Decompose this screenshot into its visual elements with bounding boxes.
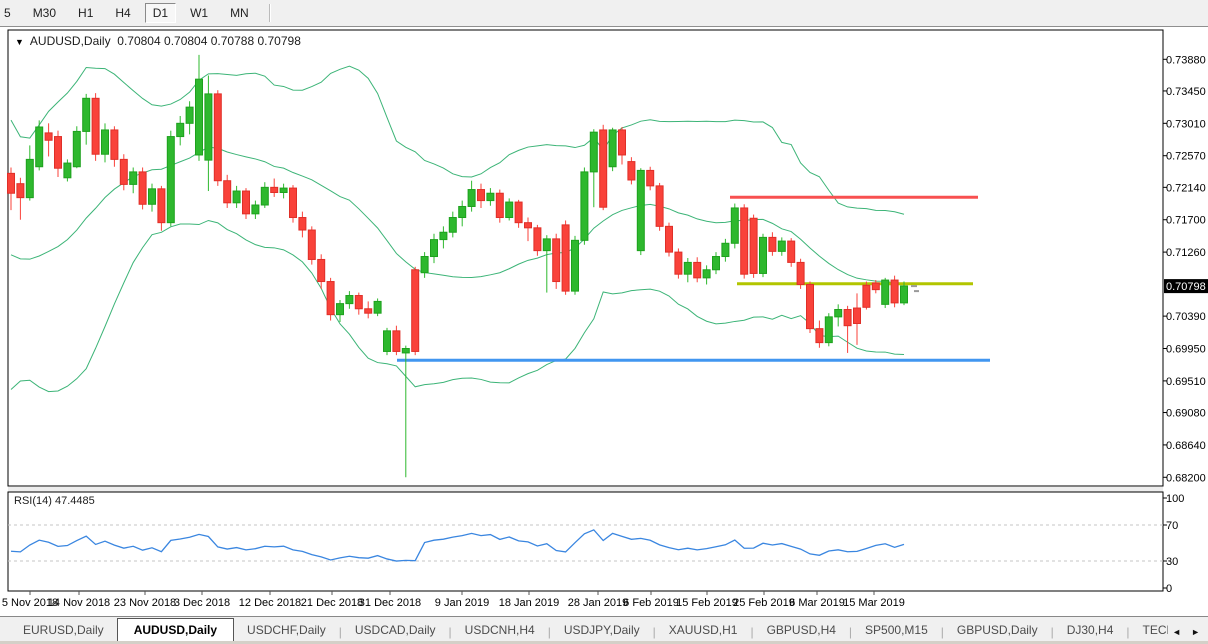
rsi-line xyxy=(10,529,905,562)
toolbar-divider xyxy=(268,4,270,22)
tab-separator: | xyxy=(848,624,853,639)
candles xyxy=(7,54,908,478)
date-axis-label: 6 Feb 2019 xyxy=(623,597,679,609)
price-axis-label: 0.72570 xyxy=(1166,151,1206,163)
chart-window: 0.73880 0.73450 0.73010 0.72570 0.72140 0.717… xyxy=(0,27,1208,617)
symbol-dropdown-icon[interactable]: ▼ xyxy=(15,37,24,47)
chart-tab-usdcad-daily[interactable]: USDCAD,Daily xyxy=(354,623,436,637)
timeframe-button-W1[interactable]: W1 xyxy=(190,6,209,20)
timeframe-button-H1[interactable]: H1 xyxy=(78,6,94,20)
date-axis-label: 25 Feb 2019 xyxy=(733,597,795,609)
tab-separator: | xyxy=(448,624,452,639)
timeframe-button-H4[interactable]: H4 xyxy=(115,6,131,20)
rsi-axis[interactable]: 100 70 30 0 xyxy=(1163,493,1184,595)
pane-frames xyxy=(7,29,1164,592)
date-axis-label: 12 Dec 2018 xyxy=(239,597,301,609)
tab-scroll-left-button[interactable]: ◄ xyxy=(1172,627,1182,637)
high-value: 0.70804 xyxy=(164,34,208,48)
low-value: 0.70788 xyxy=(210,34,255,48)
timeframe-toolbar: 5 M30 H1 H4 D1 W1 MN xyxy=(0,0,1208,27)
close-value: 0.70798 xyxy=(257,34,301,48)
chart-ohlc-header: ▼ AUDUSD,Daily 0.70804 0.70804 0.70788 0.… xyxy=(15,34,301,48)
rsi-axis-label: 0 xyxy=(1166,583,1172,595)
price-axis-label: 0.71260 xyxy=(1166,247,1206,259)
chart-tab-eurusd-daily[interactable]: EURUSD,Daily xyxy=(23,623,104,637)
tab-separator: | xyxy=(940,624,944,639)
bollinger-lower-band xyxy=(10,219,905,393)
date-axis-label: 15 Feb 2019 xyxy=(676,597,738,609)
tab-separator: | xyxy=(1050,624,1054,639)
chart-tab-usdchf-daily[interactable]: USDCHF,Daily xyxy=(247,623,326,637)
date-axis-label: 18 Jan 2019 xyxy=(499,597,560,609)
date-axis-label: 28 Jan 2019 xyxy=(568,597,629,609)
date-axis-label: 23 Nov 2018 xyxy=(114,597,176,609)
timeframe-button-D1[interactable]: D1 xyxy=(144,3,177,23)
chart-tab-gbpusd-daily[interactable]: GBPUSD,Daily xyxy=(956,623,1038,637)
rsi-pane xyxy=(8,524,1163,562)
rsi-axis-label: 30 xyxy=(1166,556,1178,568)
chart-tab-usdjpy-daily[interactable]: USDJPY,Daily xyxy=(563,623,640,637)
price-axis-label: 0.70390 xyxy=(1166,311,1206,323)
rsi-axis-label: 70 xyxy=(1166,520,1178,532)
date-axis-label: 21 Dec 2018 xyxy=(301,597,363,609)
date-axis-label: 9 Jan 2019 xyxy=(435,597,489,609)
price-axis-label: 0.73880 xyxy=(1166,54,1206,66)
date-axis-label: 3 Dec 2018 xyxy=(174,597,230,609)
date-axis-label: 31 Dec 2018 xyxy=(359,597,421,609)
tab-separator: | xyxy=(652,624,656,639)
chart-tab-sp500-m15[interactable]: SP500,M15 xyxy=(865,623,928,637)
chart-tab-xauusd-h1[interactable]: XAUUSD,H1 xyxy=(668,623,738,637)
tab-separator: | xyxy=(750,624,754,639)
chart-tabs: EURUSD,Daily AUDUSD,Daily USDCHF,Daily | USD… xyxy=(0,618,1168,642)
chart-symbol-label: AUDUSD,Daily xyxy=(29,34,111,48)
bollinger-upper-band xyxy=(10,65,905,215)
chart-canvas: 0.73880 0.73450 0.73010 0.72570 0.72140 0.717… xyxy=(2,29,1208,609)
rsi-indicator-label: RSI(14) 47.4485 xyxy=(14,495,95,507)
price-axis-label: 0.68640 xyxy=(1166,440,1206,452)
open-value: 0.70804 xyxy=(117,34,161,48)
date-axis-label: 14 Nov 2018 xyxy=(48,597,110,609)
chart-tab-usdcnh-h4[interactable]: USDCNH,H4 xyxy=(464,623,535,637)
timeframe-button-MN[interactable]: MN xyxy=(230,6,249,20)
tab-separator: | xyxy=(547,624,551,639)
chart-tab-audusd-daily[interactable]: AUDUSD,Daily xyxy=(116,618,235,642)
timeframe-button-5[interactable]: 5 xyxy=(4,6,11,20)
tab-separator: | xyxy=(338,624,342,639)
tab-scroll-right-button[interactable]: ► xyxy=(1191,627,1200,637)
chart-tabs-bar: EURUSD,Daily AUDUSD,Daily USDCHF,Daily | USD… xyxy=(0,616,1208,642)
svg-text:0.70798: 0.70798 xyxy=(1166,281,1206,293)
chart-tab-dj30-h4[interactable]: DJ30,H4 xyxy=(1066,623,1114,637)
price-axis-label: 0.69510 xyxy=(1166,376,1206,388)
date-axis-label: 5 Nov 2018 xyxy=(2,597,58,609)
date-axis-label: 6 Mar 2019 xyxy=(789,597,845,609)
price-axis-label: 0.72140 xyxy=(1166,182,1206,194)
price-axis-label: 0.69950 xyxy=(1166,344,1206,356)
chart-tab-gbpusd-h4[interactable]: GBPUSD,H4 xyxy=(766,623,836,637)
price-axis-label: 0.69080 xyxy=(1166,408,1206,420)
price-axis-label: 0.73450 xyxy=(1166,86,1206,98)
chart-tab-tech100-h1[interactable]: TECH100,H1 xyxy=(1142,623,1169,637)
price-axis[interactable]: 0.73880 0.73450 0.73010 0.72570 0.72140 0.717… xyxy=(1163,54,1206,484)
rsi-axis-label: 100 xyxy=(1166,493,1184,505)
date-axis-label: 15 Mar 2019 xyxy=(843,597,905,609)
current-bar-marker xyxy=(911,285,919,293)
price-axis-label: 0.73010 xyxy=(1166,118,1206,130)
price-axis-label: 0.71700 xyxy=(1166,215,1206,227)
timeframe-button-M30[interactable]: M30 xyxy=(32,6,57,20)
price-axis-label: 0.68200 xyxy=(1166,472,1206,484)
tab-scroll-arrows: ◄ ► xyxy=(1168,627,1208,642)
status-strip xyxy=(0,641,1208,644)
tab-separator: | xyxy=(1126,624,1130,639)
current-price-badge: 0.70798 xyxy=(1164,279,1208,294)
